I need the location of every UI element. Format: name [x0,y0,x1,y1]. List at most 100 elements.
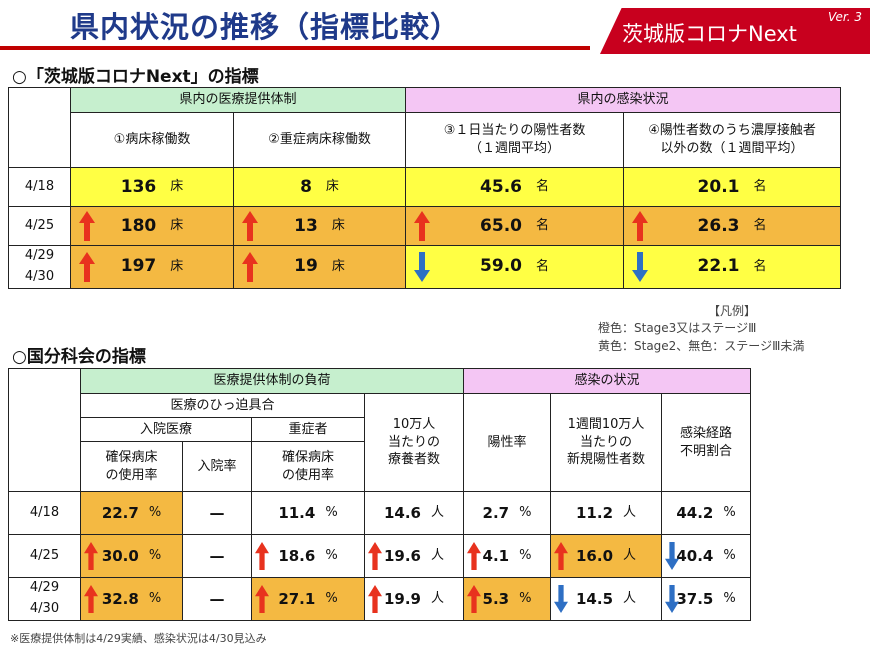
col-header-line: の使用率 [281,467,334,483]
indicator-value: 14.6 [383,503,421,522]
indicator-unit: % [519,505,532,521]
value-cell: 59.0 名 [405,245,625,289]
col-header-line: （１週間平均） [469,141,561,156]
col-header-line: 当たりの [388,434,441,450]
arrow-up-icon [242,251,258,282]
value-cell-content: 136 床 [72,169,233,206]
arrow-down-icon [665,585,680,613]
brand-banner: 茨城版コロナNext Ver. 3 [600,8,870,54]
indicator-value: 20.1 [697,176,740,197]
value-cell: 18.6% [251,534,365,578]
indicator-value: 22.7 [101,503,139,522]
table-row: 4/29 4/30 197 床 19 床 59.0 名 22.1 名 [8,245,842,289]
value-cell: 19.6 人 [363,534,465,578]
title-underline [0,46,590,50]
sub-header-severe: 重症者 [251,417,365,442]
legend-orange: 橙色：Stage3又はステージⅢ [598,321,757,336]
table-row: 4/29 4/30 32.8% — 27.1% 19.9 人 5.3% 14.5 人 37.5% [8,577,752,621]
arrow-up-icon [255,585,269,613]
row-date: 4/30 [24,268,55,284]
indicator-value: — [209,503,225,522]
sub-header-tightness: 医療のひっ迫具合 [80,393,365,418]
indicator-unit: % [148,548,162,564]
indicator-value: 37.5 [676,589,714,608]
arrow-up-icon [242,211,258,241]
value-cell: 180 床 [70,206,234,246]
indicator-value: — [209,546,225,565]
group-header-medical: 県内の医療提供体制 [69,87,407,113]
col-header-positivity: 陽性率 [463,393,552,492]
indicator-unit: % [325,505,338,521]
indicator-unit: 人 [431,548,445,564]
group-header-infection-status: 感染の状況 [463,368,752,394]
value-cell-content: 19 床 [235,246,405,287]
arrow-up-icon [554,542,569,570]
value-cell: — [182,577,252,621]
legend-title: 【凡例】 [708,304,757,318]
col-header-line: の使用率 [105,467,158,483]
value-cell-content: 14.6 人 [366,493,463,534]
indicator-value: 32.8 [101,589,139,608]
col-header-line: 以外の数（１週間平均） [660,141,804,156]
indicator-unit: 人 [623,548,637,564]
value-cell: 2.7% [463,491,552,535]
value-cell-content: 14.5 人 [552,579,661,620]
col-header-line: 感染経路 [680,425,733,441]
value-cell-content: 32.8% [82,579,182,620]
col-header-line: ④陽性者数のうち濃厚接触者 [648,123,816,139]
col-header-severe-beds: ②重症病床稼働数 [232,112,407,168]
indicator-unit: 名 [535,218,549,234]
row-date-cell: 4/25 [8,206,71,246]
col-header-line: 当たりの [580,434,633,450]
col-header-unknown-route: 感染経路 不明割合 [661,393,752,492]
brand-version: Ver. 3 [828,10,862,24]
value-cell: 37.5% [661,577,752,621]
value-cell-content: — [184,579,251,620]
row-date: 4/29 [29,580,60,596]
indicator-value: 65.0 [480,215,522,236]
indicator-unit: 床 [170,218,184,234]
arrow-up-icon [368,585,382,613]
indicator-unit: 床 [331,218,345,234]
indicator-unit: % [723,548,736,564]
indicator-value: 40.4 [676,546,714,565]
col-header-severe-rate: 確保病床 の使用率 [251,441,365,492]
value-cell-content: — [184,536,251,577]
value-cell-content: 180 床 [72,208,233,245]
value-cell-content: 40.4% [663,536,750,577]
corner-cell [8,368,81,492]
indicator-unit: 床 [325,179,339,195]
arrow-down-icon [554,585,569,613]
indicator-value: 19 [294,256,318,277]
indicator-unit: 床 [170,179,184,195]
arrow-down-icon [665,542,680,570]
indicator-value: 59.0 [480,256,522,277]
value-cell: 26.3 名 [623,206,842,246]
value-cell-content: 20.1 名 [625,169,840,206]
value-cell: 14.5 人 [550,577,663,621]
value-cell: 22.7% [80,491,183,535]
arrow-up-icon [84,542,98,570]
indicator-value: 180 [120,215,157,236]
indicator-unit: % [325,548,338,564]
next-indicators-table: 県内の医療提供体制 県内の感染状況 ①病床稼働数 ②重症病床稼働数 ③１日当たり… [8,87,842,289]
arrow-up-icon [467,542,482,570]
group-header-infection: 県内の感染状況 [405,87,842,113]
indicator-unit: 名 [753,218,767,234]
value-cell-content: 5.3% [465,579,550,620]
row-date: 4/25 [24,217,55,233]
group-header-medical-load: 医療提供体制の負荷 [79,368,465,394]
value-cell: 44.2% [661,491,752,535]
value-cell-content: 45.6 名 [407,169,623,206]
indicator-unit: % [723,505,736,521]
value-cell: 197 床 [70,245,234,289]
indicator-unit: % [519,591,532,607]
indicator-value: 30.0 [101,546,139,565]
value-cell: — [182,491,252,535]
indicator-value: — [209,589,225,608]
value-cell-content: 11.4% [253,493,364,534]
indicator-unit: % [148,505,162,521]
value-cell: 11.4% [251,491,365,535]
